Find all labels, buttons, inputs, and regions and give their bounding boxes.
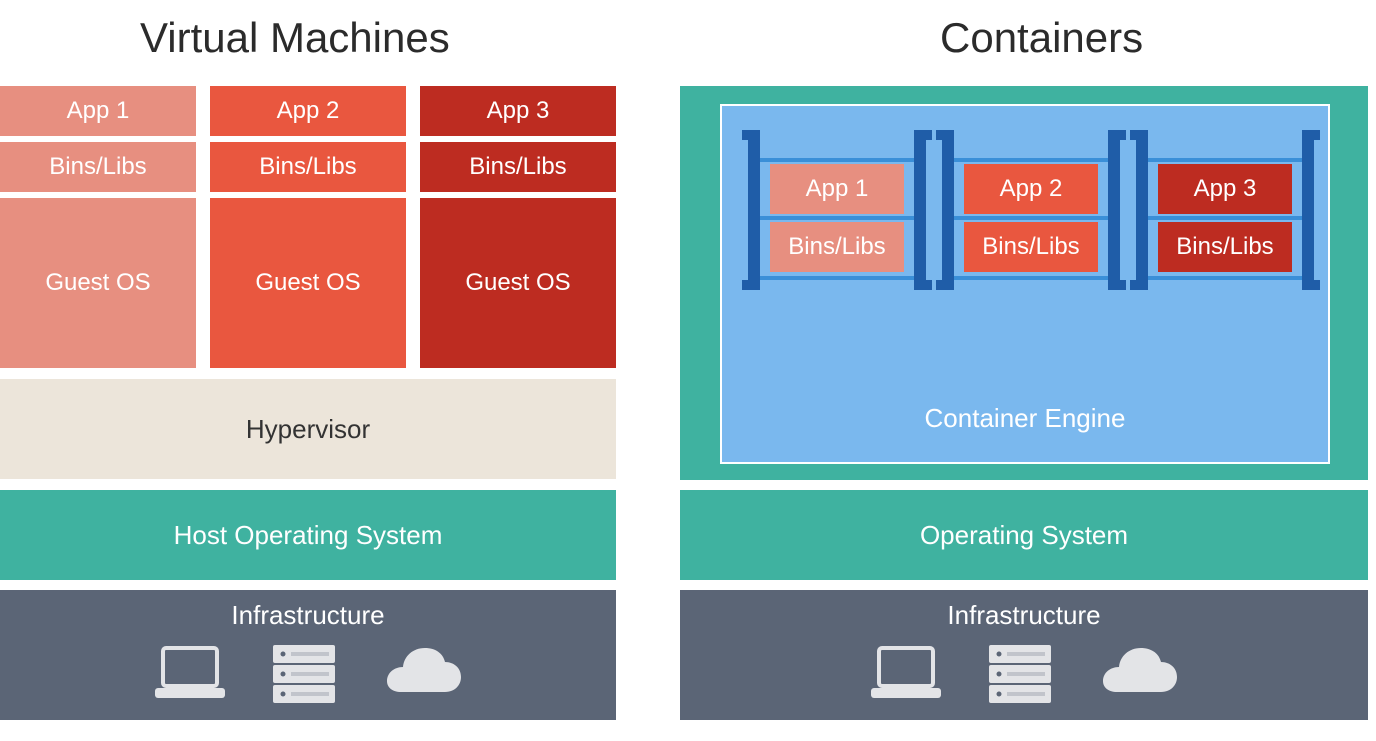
cloud-icon <box>379 646 465 702</box>
ct-bins-0: Bins/Libs <box>770 222 904 272</box>
vm-bins-label-2: Bins/Libs <box>469 153 566 181</box>
server-icon <box>985 643 1055 705</box>
vm-os-1: Guest OS <box>210 198 406 368</box>
rack-ovh <box>1130 130 1136 140</box>
rack-shelf-2-2 <box>1148 276 1302 280</box>
vm-bins-0: Bins/Libs <box>0 142 196 192</box>
vm-os-label-2: Guest OS <box>465 269 570 297</box>
rack-post-left-2 <box>1136 130 1148 290</box>
ct-bins-label-1: Bins/Libs <box>982 233 1079 261</box>
rack-ovh <box>936 280 942 290</box>
ct-app-label-1: App 2 <box>1000 175 1063 203</box>
ct-app-label-0: App 1 <box>806 175 869 203</box>
ct-bins-label-2: Bins/Libs <box>1176 233 1273 261</box>
rack-shelf-0-2 <box>760 276 914 280</box>
vm-infrastructure: Infrastructure <box>0 590 616 720</box>
rack-ovh <box>1314 280 1320 290</box>
ct-app-label-2: App 3 <box>1194 175 1257 203</box>
rack-shelf-2-1 <box>1148 216 1302 220</box>
rack-ovh <box>1314 130 1320 140</box>
server-icon <box>269 643 339 705</box>
vm-bins-1: Bins/Libs <box>210 142 406 192</box>
vm-host-os: Host Operating System <box>0 490 616 580</box>
vm-hypervisor: Hypervisor <box>0 379 616 479</box>
ct-infra-icons <box>867 643 1181 705</box>
ct-bins-label-0: Bins/Libs <box>788 233 885 261</box>
vm-bins-label-0: Bins/Libs <box>49 153 146 181</box>
ct-bins-1: Bins/Libs <box>964 222 1098 272</box>
rack-ovh <box>1120 130 1126 140</box>
vm-bins-2: Bins/Libs <box>420 142 616 192</box>
ct-operating-system: Operating System <box>680 490 1368 580</box>
rack-shelf-1-0 <box>954 158 1108 162</box>
vm-hypervisor-label: Hypervisor <box>246 414 370 445</box>
rack-ovh <box>936 130 942 140</box>
vm-os-label-0: Guest OS <box>45 269 150 297</box>
vm-app-label-1: App 2 <box>277 97 340 125</box>
rack-post-right-0 <box>914 130 926 290</box>
rack-shelf-1-1 <box>954 216 1108 220</box>
rack-shelf-0-1 <box>760 216 914 220</box>
vm-app-label-2: App 3 <box>487 97 550 125</box>
ct-operating-system-label: Operating System <box>920 520 1128 551</box>
cloud-icon <box>1095 646 1181 702</box>
rack-ovh <box>742 130 748 140</box>
vm-os-2: Guest OS <box>420 198 616 368</box>
rack-ovh <box>1120 280 1126 290</box>
ct-app-1: App 2 <box>964 164 1098 214</box>
rack-post-right-2 <box>1302 130 1314 290</box>
rack-shelf-0-0 <box>760 158 914 162</box>
rack-ovh <box>742 280 748 290</box>
vm-app-label-0: App 1 <box>67 97 130 125</box>
rack-post-left-1 <box>942 130 954 290</box>
container-engine-label: Container Engine <box>925 403 1126 434</box>
laptop-icon <box>151 644 229 704</box>
rack-ovh <box>926 280 932 290</box>
vm-os-0: Guest OS <box>0 198 196 368</box>
ct-app-0: App 1 <box>770 164 904 214</box>
vm-app-0: App 1 <box>0 86 196 136</box>
rack-post-right-1 <box>1108 130 1120 290</box>
vm-app-1: App 2 <box>210 86 406 136</box>
ct-infrastructure-label: Infrastructure <box>947 600 1100 631</box>
rack-shelf-2-0 <box>1148 158 1302 162</box>
laptop-icon <box>867 644 945 704</box>
ct-bins-2: Bins/Libs <box>1158 222 1292 272</box>
containers-title: Containers <box>940 14 1143 62</box>
vm-app-2: App 3 <box>420 86 616 136</box>
vm-title: Virtual Machines <box>140 14 450 62</box>
vm-infra-icons <box>151 643 465 705</box>
vm-os-label-1: Guest OS <box>255 269 360 297</box>
rack-ovh <box>926 130 932 140</box>
vm-bins-label-1: Bins/Libs <box>259 153 356 181</box>
rack-post-left-0 <box>748 130 760 290</box>
rack-ovh <box>1130 280 1136 290</box>
rack-shelf-1-2 <box>954 276 1108 280</box>
vm-host-os-label: Host Operating System <box>174 520 443 551</box>
ct-app-2: App 3 <box>1158 164 1292 214</box>
ct-infrastructure: Infrastructure <box>680 590 1368 720</box>
vm-infrastructure-label: Infrastructure <box>231 600 384 631</box>
